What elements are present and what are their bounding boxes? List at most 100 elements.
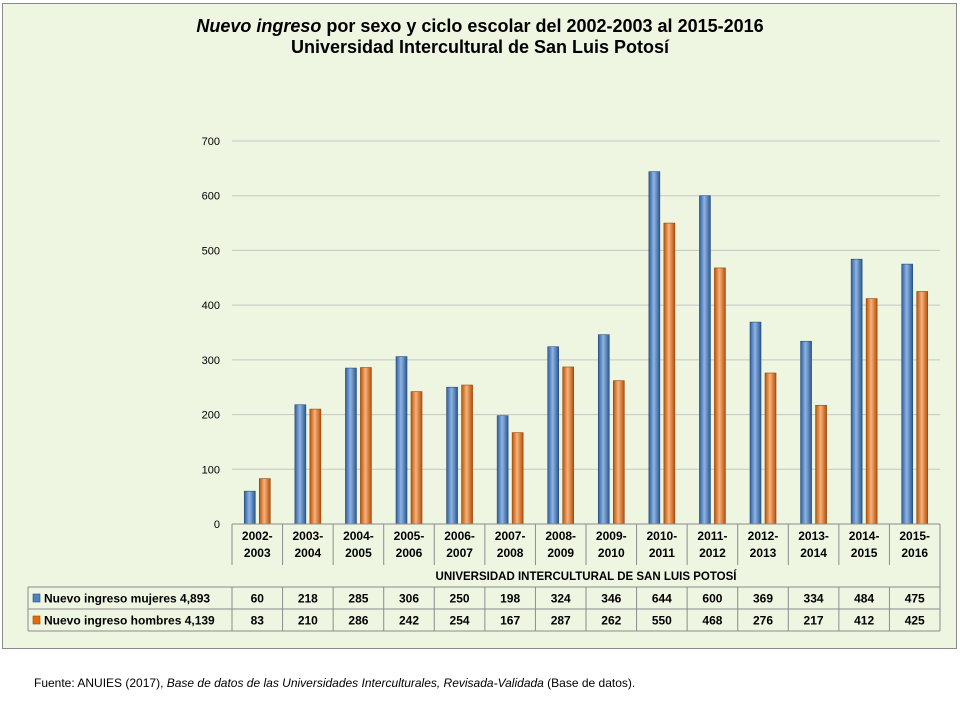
data-label: 600: [702, 592, 722, 606]
data-label: 412: [854, 614, 874, 628]
x-tick-label: 2012: [699, 546, 726, 560]
x-tick-label: 2008-: [545, 529, 576, 543]
title-italic-part: Nuevo ingreso: [196, 16, 322, 36]
data-label: 550: [652, 614, 672, 628]
x-tick-label: 2002-: [242, 529, 273, 543]
x-tick-label: 2014-: [849, 529, 880, 543]
data-label: 324: [551, 592, 571, 606]
x-tick-label: 2009: [547, 546, 574, 560]
x-tick-label: 2005: [345, 546, 372, 560]
legend-label: Nuevo ingreso hombres 4,139: [44, 614, 215, 628]
bar-mujeres: [800, 340, 812, 525]
x-tick-label: 2010-: [647, 529, 678, 543]
x-tick-label: 2007-: [495, 529, 526, 543]
data-label: 60: [251, 592, 265, 606]
bar-mujeres: [648, 171, 661, 525]
bar-mujeres: [901, 263, 914, 525]
chart-title-line2: Universidad Intercultural de San Luis Po…: [290, 37, 670, 57]
x-tick-label: 2005-: [394, 529, 425, 543]
bar-mujeres: [446, 386, 458, 525]
y-tick-label: 500: [202, 245, 220, 257]
title-rest-part: por sexo y ciclo escolar del 2002-2003 a…: [321, 16, 764, 36]
bar-chart: 0 100 200 300 400 500 600 700 2002- 2003 2003- 2004…: [27, 136, 941, 632]
source-title: Base de datos de las Universidades Inter…: [166, 676, 544, 690]
data-label: 218: [298, 592, 318, 606]
x-tick-label: 2003: [244, 546, 271, 560]
chart-title: Nuevo ingreso por sexo y ciclo escolar d…: [0, 16, 960, 58]
bar-hombres: [612, 380, 625, 525]
bar-hombres: [461, 384, 473, 525]
data-label: 242: [399, 614, 419, 628]
x-tick-label: 2014: [800, 546, 827, 560]
source-suffix: (Base de datos).: [543, 676, 636, 690]
y-tick-label: 600: [202, 191, 220, 203]
legend-key-hombres: [32, 615, 41, 625]
x-tick-label: 2006: [396, 546, 423, 560]
x-tick-label: 2003-: [293, 529, 324, 543]
x-tick-label: 2009-: [596, 529, 627, 543]
y-tick-label: 300: [202, 355, 220, 367]
source-prefix: Fuente: ANUIES (2017),: [34, 676, 167, 690]
bar-hombres: [714, 267, 726, 525]
bar-mujeres: [395, 356, 408, 525]
bar-mujeres: [345, 367, 357, 525]
y-tick-label: 100: [202, 464, 220, 476]
bar-mujeres: [496, 415, 509, 525]
chart-frame: [2, 3, 957, 649]
x-tick-label: 2013-: [798, 529, 829, 543]
data-label: 210: [298, 614, 318, 628]
data-label: 198: [500, 592, 520, 606]
data-label: 285: [348, 592, 368, 606]
legend-label: Nuevo ingreso mujeres 4,893: [44, 592, 210, 606]
data-label: 334: [804, 592, 824, 606]
x-tick-label: 2004-: [343, 529, 374, 543]
x-axis-label: UNIVERSIDAD INTERCULTURAL DE SAN LUIS PO…: [436, 570, 738, 583]
bar-mujeres: [850, 258, 863, 525]
x-tick-label: 2012-: [748, 529, 779, 543]
x-tick-label: 2015: [851, 546, 878, 560]
data-label: 286: [348, 614, 368, 628]
y-tick-label: 200: [202, 410, 220, 422]
data-label: 425: [905, 614, 925, 628]
bar-hombres: [309, 408, 322, 525]
data-label: 83: [251, 614, 265, 628]
chart-title-line1: Nuevo ingreso por sexo y ciclo escolar d…: [0, 16, 960, 37]
data-label: 484: [854, 592, 874, 606]
bar-mujeres: [597, 334, 610, 525]
data-label: 167: [500, 614, 520, 628]
data-label: 287: [551, 614, 571, 628]
bar-hombres: [410, 391, 423, 525]
y-tick-label: 400: [202, 300, 220, 312]
bar-hombres: [562, 366, 575, 525]
x-tick-label: 2006-: [444, 529, 475, 543]
bar-hombres: [865, 298, 878, 525]
data-label: 369: [753, 592, 773, 606]
legend-key-mujeres: [32, 593, 41, 603]
y-tick-label: 700: [202, 136, 220, 148]
data-label: 475: [905, 592, 925, 606]
x-tick-label: 2016: [901, 546, 928, 560]
bar-mujeres: [749, 321, 762, 525]
bar-mujeres: [294, 404, 307, 525]
bar-hombres: [511, 432, 524, 525]
x-tick-label: 2007: [446, 546, 473, 560]
data-label: 644: [652, 592, 672, 606]
data-label: 217: [804, 614, 824, 628]
data-label: 468: [702, 614, 722, 628]
data-label: 254: [450, 614, 470, 628]
bar-hombres: [916, 291, 929, 525]
data-label: 346: [601, 592, 621, 606]
bar-hombres: [258, 478, 271, 525]
bar-mujeres: [243, 490, 256, 525]
x-tick-label: 2004: [295, 546, 322, 560]
x-tick-label: 2008: [497, 546, 524, 560]
x-tick-label: 2011-: [697, 529, 727, 543]
data-label: 262: [601, 614, 621, 628]
x-tick-label: 2011: [649, 546, 675, 560]
bar-hombres: [815, 404, 827, 525]
x-tick-label: 2010: [598, 546, 625, 560]
x-tick-label: 2013: [750, 546, 777, 560]
data-label: 250: [450, 592, 470, 606]
bar-hombres: [764, 372, 777, 525]
bar-mujeres: [547, 346, 560, 525]
